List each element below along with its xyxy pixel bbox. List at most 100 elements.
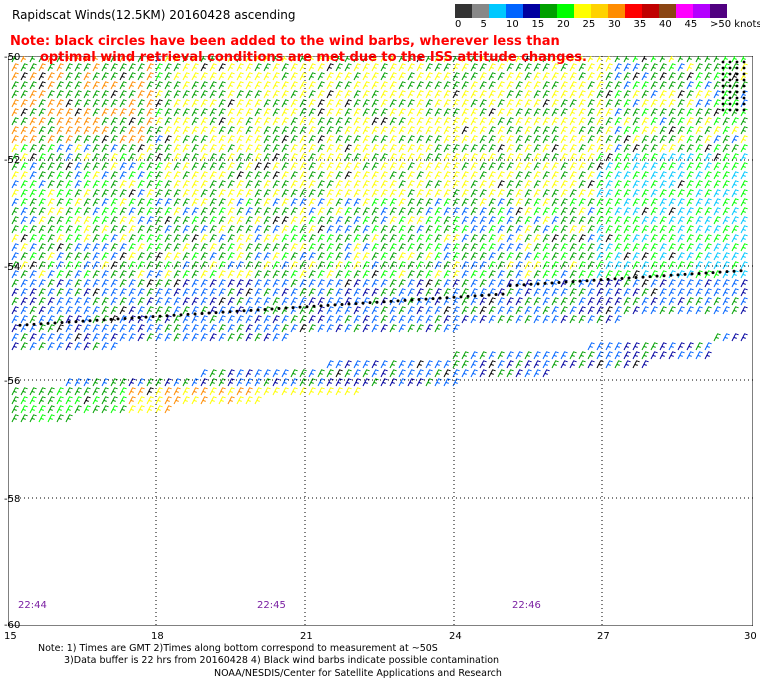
wind-barb xyxy=(119,288,127,297)
wind-barb xyxy=(371,279,379,288)
wind-barb xyxy=(236,81,244,90)
wind-barb xyxy=(182,306,190,315)
wind-barb xyxy=(587,189,595,198)
wind-barb xyxy=(497,108,505,117)
wind-barb xyxy=(110,243,118,252)
wind-barb xyxy=(236,333,244,342)
wind-barb xyxy=(695,243,703,252)
wind-barb xyxy=(335,189,343,198)
wind-barb xyxy=(155,72,163,81)
wind-barb xyxy=(443,207,451,216)
wind-barb xyxy=(65,297,73,306)
wind-barb xyxy=(245,288,253,297)
wind-barb xyxy=(506,315,514,324)
wind-barb xyxy=(38,63,46,72)
wind-barb xyxy=(11,387,19,396)
wind-barb xyxy=(128,378,136,387)
wind-barb xyxy=(74,243,82,252)
wind-barb xyxy=(623,360,631,369)
wind-barb xyxy=(182,99,190,108)
wind-barb xyxy=(326,207,334,216)
wind-barb xyxy=(416,252,424,261)
wind-barb xyxy=(533,270,541,279)
wind-barb xyxy=(704,252,712,261)
wind-barb xyxy=(434,90,442,99)
wind-barb xyxy=(83,378,91,387)
legend-swatch xyxy=(676,4,693,18)
wind-barb xyxy=(524,171,532,180)
wind-barb xyxy=(515,243,523,252)
wind-barb xyxy=(56,270,64,279)
wind-barb xyxy=(119,225,127,234)
wind-barb xyxy=(713,297,721,306)
contamination-dot xyxy=(109,317,113,321)
wind-barb xyxy=(92,243,100,252)
wind-barb xyxy=(614,342,622,351)
wind-barb xyxy=(659,252,667,261)
wind-barb xyxy=(524,252,532,261)
wind-barb xyxy=(191,117,199,126)
wind-barb xyxy=(137,171,145,180)
wind-barb xyxy=(47,297,55,306)
wind-barb xyxy=(236,315,244,324)
wind-barb xyxy=(542,117,550,126)
wind-barb xyxy=(569,207,577,216)
wind-barb xyxy=(128,396,136,405)
wind-barb xyxy=(245,369,253,378)
wind-barb xyxy=(119,378,127,387)
wind-barb xyxy=(488,171,496,180)
wind-barb xyxy=(11,153,19,162)
wind-barb xyxy=(398,252,406,261)
wind-barb xyxy=(74,378,82,387)
wind-barb xyxy=(299,90,307,99)
wind-barb xyxy=(344,180,352,189)
wind-barb xyxy=(425,198,433,207)
wind-barb xyxy=(497,279,505,288)
wind-barb xyxy=(722,306,730,315)
wind-barb xyxy=(299,99,307,108)
wind-barb xyxy=(47,387,55,396)
wind-barb xyxy=(524,72,532,81)
wind-barb xyxy=(344,315,352,324)
wind-barb xyxy=(641,279,649,288)
wind-barb xyxy=(326,81,334,90)
wind-barb xyxy=(164,288,172,297)
wind-barb xyxy=(425,162,433,171)
wind-barb xyxy=(110,72,118,81)
wind-barb xyxy=(380,369,388,378)
wind-barb xyxy=(254,297,262,306)
wind-barb xyxy=(353,369,361,378)
wind-barb xyxy=(524,243,532,252)
wind-barb xyxy=(74,342,82,351)
wind-barb xyxy=(389,72,397,81)
wind-barb xyxy=(380,108,388,117)
wind-barb xyxy=(353,288,361,297)
wind-barb xyxy=(245,216,253,225)
wind-barb xyxy=(479,270,487,279)
wind-barb xyxy=(200,306,208,315)
wind-barb xyxy=(443,270,451,279)
wind-barb xyxy=(290,315,298,324)
wind-barb xyxy=(272,180,280,189)
wind-barb xyxy=(677,342,685,351)
wind-barb xyxy=(722,153,730,162)
wind-barb xyxy=(686,252,694,261)
wind-barb xyxy=(650,63,658,72)
wind-barb xyxy=(704,306,712,315)
wind-barb xyxy=(560,81,568,90)
wind-barb xyxy=(110,144,118,153)
wind-barb xyxy=(641,162,649,171)
wind-barb xyxy=(191,153,199,162)
wind-barb xyxy=(281,63,289,72)
wind-barb xyxy=(227,171,235,180)
wind-barb xyxy=(335,153,343,162)
wind-barb xyxy=(236,396,244,405)
wind-barb xyxy=(632,270,640,279)
wind-barb xyxy=(101,234,109,243)
contamination-dot xyxy=(742,66,746,70)
wind-barb xyxy=(29,243,37,252)
wind-barb xyxy=(614,216,622,225)
wind-barb xyxy=(308,81,316,90)
wind-barb xyxy=(425,252,433,261)
wind-barb xyxy=(740,297,748,306)
